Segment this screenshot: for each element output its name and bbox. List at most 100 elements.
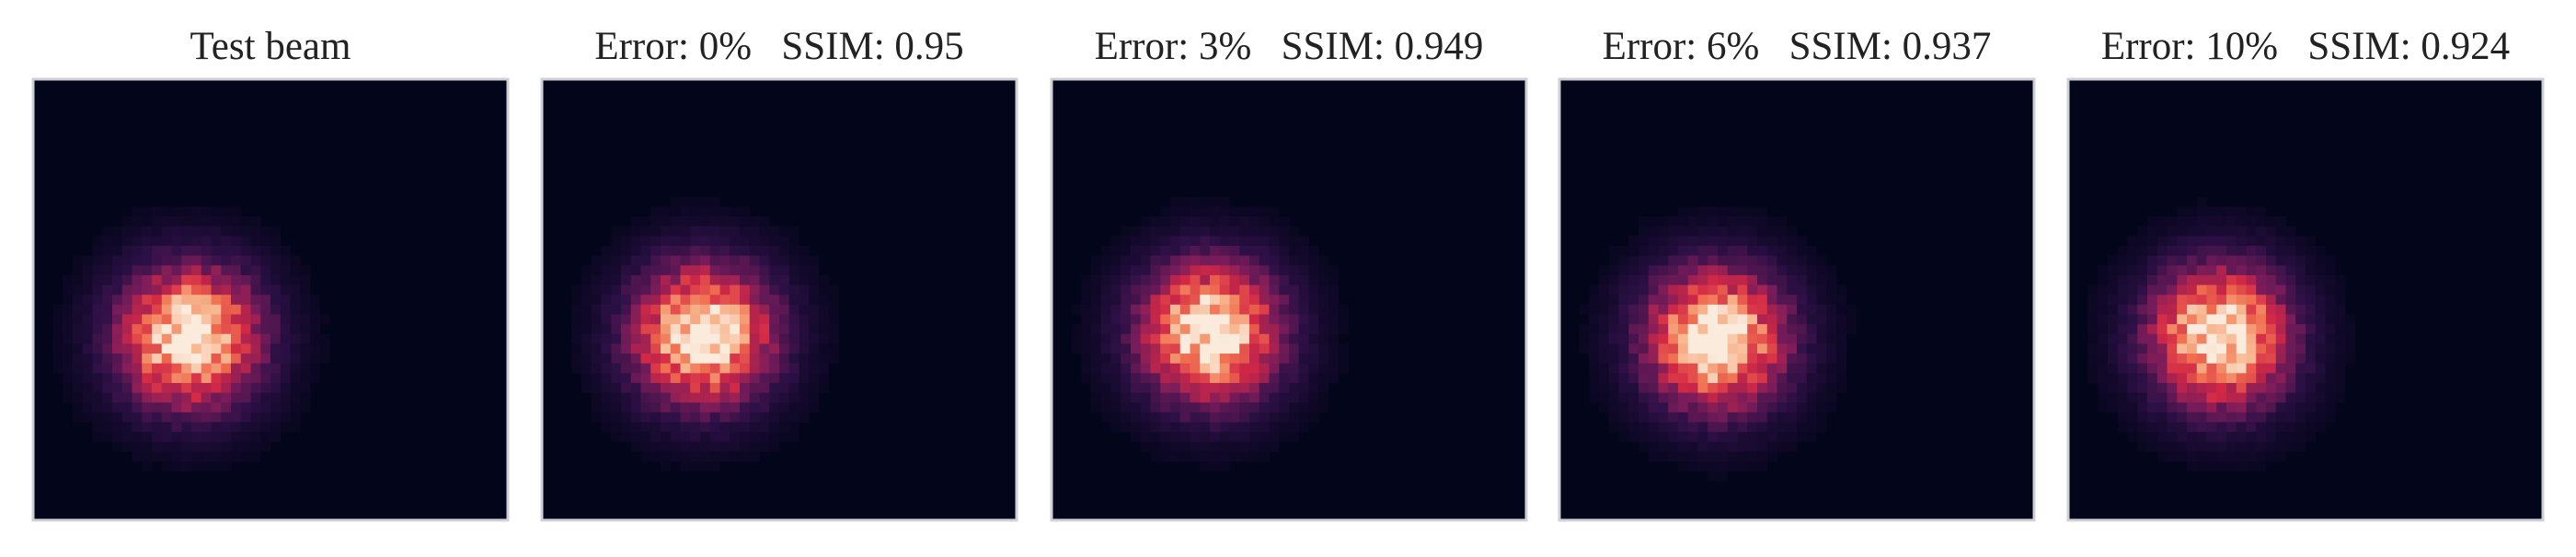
pixel <box>640 265 651 276</box>
pixel <box>2187 206 2198 217</box>
pixel <box>1648 354 1659 365</box>
pixel <box>1110 265 1121 276</box>
pixel <box>152 295 163 306</box>
pixel <box>779 343 790 354</box>
pixel <box>1289 226 1300 237</box>
pixel <box>1239 412 1250 423</box>
pixel <box>1110 373 1121 384</box>
pixel <box>2196 314 2207 325</box>
pixel <box>1718 451 1729 462</box>
pixel <box>1131 412 1142 423</box>
pixel <box>1210 422 1221 433</box>
pixel <box>809 333 820 344</box>
pixel <box>2117 333 2128 344</box>
pixel <box>2117 245 2128 256</box>
pixel <box>2335 354 2346 365</box>
pixel <box>630 245 641 256</box>
pixel <box>310 295 321 306</box>
pixel <box>1100 412 1111 423</box>
pixel <box>2137 236 2148 247</box>
pixel <box>1200 373 1211 384</box>
pixel <box>1140 333 1151 344</box>
pixel <box>1599 314 1610 325</box>
pixel <box>769 255 780 266</box>
pixel <box>191 324 202 335</box>
pixel <box>581 373 592 384</box>
pixel <box>1170 324 1181 335</box>
pixel <box>1239 363 1250 374</box>
pixel <box>1757 284 1768 296</box>
pixel <box>142 314 153 325</box>
pixel <box>1229 333 1240 344</box>
pixel <box>650 451 661 462</box>
pixel <box>1210 451 1221 462</box>
pixel <box>591 314 602 325</box>
pixel <box>740 314 751 325</box>
pixel <box>1737 314 1748 325</box>
pixel <box>2325 295 2336 306</box>
pixel <box>1318 295 1329 306</box>
pixel <box>1757 236 1768 247</box>
pixel <box>1648 314 1659 325</box>
pixel <box>730 343 741 354</box>
pixel <box>601 402 612 413</box>
pixel <box>690 343 701 354</box>
pixel <box>250 333 261 344</box>
pixel <box>621 382 632 394</box>
pixel <box>1289 373 1300 384</box>
pixel <box>1737 274 1748 285</box>
pixel <box>1757 432 1768 443</box>
pixel <box>2236 255 2247 266</box>
pixel <box>1589 284 1600 296</box>
pixel <box>690 402 701 413</box>
pixel <box>2087 314 2099 325</box>
pixel <box>2315 354 2326 365</box>
pixel <box>63 373 74 384</box>
pixel <box>1727 206 1738 217</box>
pixel <box>1678 226 1689 237</box>
pixel <box>300 354 311 365</box>
pixel <box>1718 314 1729 325</box>
pixel <box>1298 333 1309 344</box>
pixel <box>270 265 282 276</box>
pixel <box>102 432 113 443</box>
pixel <box>1747 284 1758 296</box>
pixel <box>1648 265 1659 276</box>
pixel <box>211 373 222 384</box>
pixel <box>1121 226 1132 237</box>
pixel <box>2206 441 2217 452</box>
pixel <box>260 333 271 344</box>
pixel <box>769 304 780 315</box>
pixel <box>788 412 799 423</box>
pixel <box>260 245 271 256</box>
pixel <box>2246 236 2257 247</box>
pixel <box>1687 284 1698 296</box>
pixel <box>211 284 222 296</box>
pixel <box>1308 354 1319 365</box>
pixel <box>2216 412 2227 423</box>
pixel <box>749 441 760 452</box>
pixel <box>260 255 271 266</box>
pixel <box>1091 284 1102 296</box>
pixel <box>1200 304 1211 315</box>
pixel <box>788 324 799 335</box>
pixel <box>690 236 701 247</box>
pixel <box>1797 295 1808 306</box>
pixel <box>1210 382 1221 394</box>
pixel <box>1757 412 1768 423</box>
pixel <box>231 354 242 365</box>
pixel <box>1091 274 1102 285</box>
pixel <box>260 274 271 285</box>
pixel <box>1777 392 1788 403</box>
pixel <box>788 255 799 266</box>
pixel <box>1328 314 1340 325</box>
pixel <box>171 304 182 315</box>
pixel <box>102 314 113 325</box>
pixel <box>73 354 84 365</box>
pixel <box>201 382 212 394</box>
pixel <box>2147 265 2158 276</box>
pixel <box>591 284 602 296</box>
pixel <box>300 343 311 354</box>
pixel <box>1328 304 1340 315</box>
pixel <box>809 343 820 354</box>
